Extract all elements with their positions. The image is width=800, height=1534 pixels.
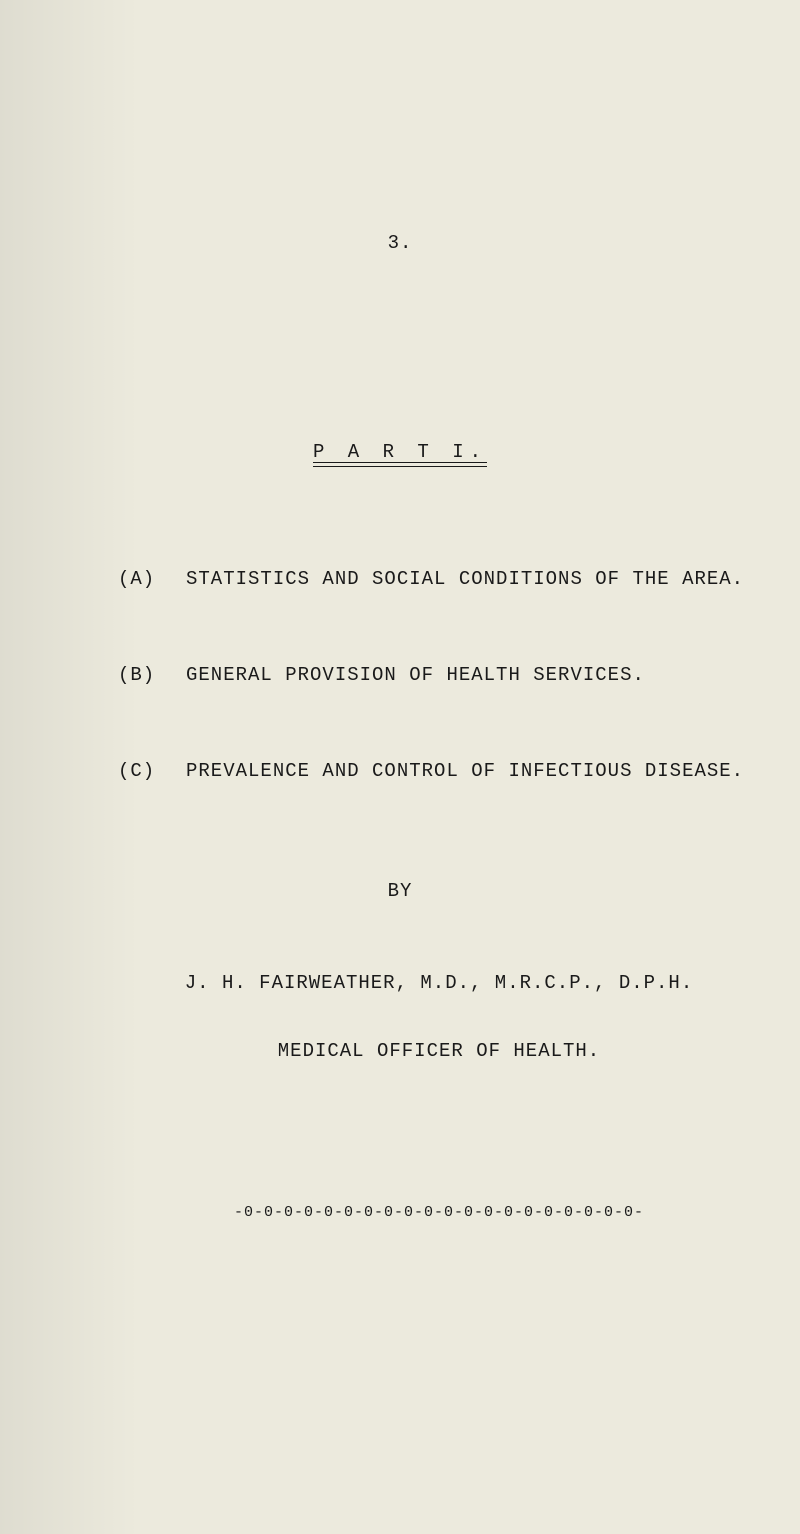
author-role: MEDICAL OFFICER OF HEALTH. — [118, 1040, 760, 1062]
byline-label: BY — [0, 880, 800, 902]
section-list: (A) STATISTICS AND SOCIAL CONDITIONS OF … — [118, 568, 760, 856]
section-label: (B) — [118, 664, 186, 686]
page-number: 3. — [0, 232, 800, 254]
section-item: (A) STATISTICS AND SOCIAL CONDITIONS OF … — [118, 568, 760, 590]
ornamental-separator: -0-0-0-0-0-0-0-0-0-0-0-0-0-0-0-0-0-0-0-0… — [118, 1204, 760, 1221]
section-text: PREVALENCE AND CONTROL OF INFECTIOUS DIS… — [186, 760, 744, 782]
section-item: (C) PREVALENCE AND CONTROL OF INFECTIOUS… — [118, 760, 760, 782]
author-line: J. H. FAIRWEATHER, M.D., M.R.C.P., D.P.H… — [118, 972, 760, 994]
section-text: STATISTICS AND SOCIAL CONDITIONS OF THE … — [186, 568, 744, 590]
section-label: (A) — [118, 568, 186, 590]
part-title-text: P A R T I. — [313, 441, 487, 463]
section-label: (C) — [118, 760, 186, 782]
section-item: (B) GENERAL PROVISION OF HEALTH SERVICES… — [118, 664, 760, 686]
document-page: 3. P A R T I. (A) STATISTICS AND SOCIAL … — [0, 0, 800, 1534]
section-text: GENERAL PROVISION OF HEALTH SERVICES. — [186, 664, 645, 686]
part-title: P A R T I. — [0, 441, 800, 463]
